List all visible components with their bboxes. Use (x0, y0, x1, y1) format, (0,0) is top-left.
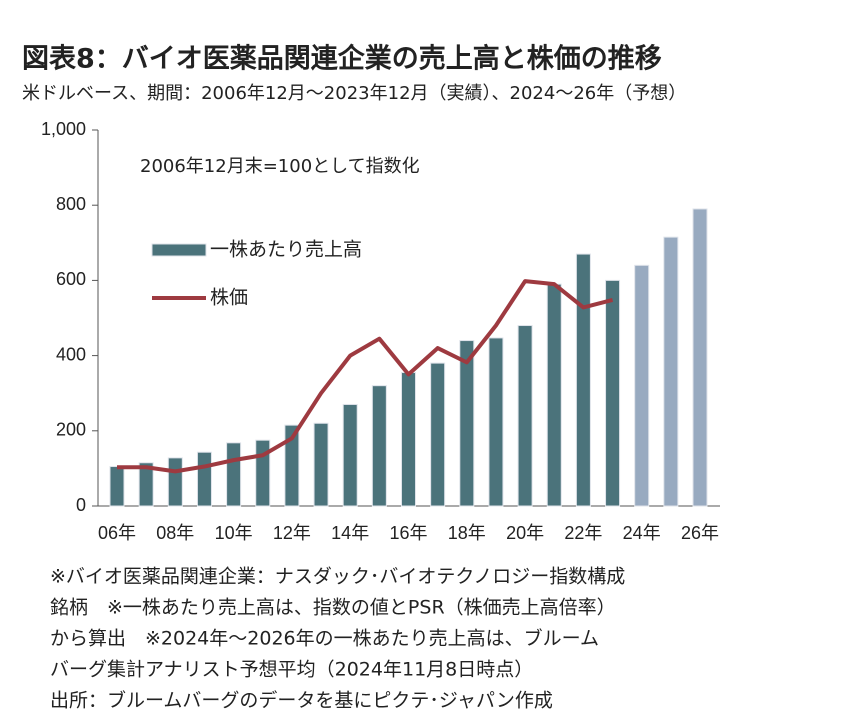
x-tick-label: 16年 (389, 523, 427, 543)
bar (255, 439, 271, 507)
x-tick-label: 06年 (98, 523, 136, 543)
bar (401, 372, 416, 507)
bar (371, 385, 387, 507)
bar (488, 337, 504, 507)
x-tick-label: 22年 (564, 523, 602, 543)
x-tick-label: 08年 (156, 523, 194, 543)
line (117, 279, 614, 474)
bar (313, 422, 329, 507)
annotation: 2006年12月末=100として指数化 (140, 156, 420, 177)
x-tick-label: 20年 (506, 523, 544, 543)
chart-subtitle: 米ドルベース、期間：2006年12月～2023年12月（実績）、2024～26年… (22, 83, 686, 104)
y-tick-label: 800 (56, 194, 86, 214)
chart-title: 図表8：バイオ医薬品関連企業の売上高と株価の推移 (22, 43, 662, 75)
y-tick-label: 1,000 (41, 119, 86, 139)
bar (196, 451, 212, 507)
bar (226, 442, 242, 507)
x-tick-label: 24年 (623, 523, 661, 543)
bar (546, 283, 562, 507)
y-tick-label: 0 (76, 495, 86, 515)
bar (167, 457, 183, 507)
bar (138, 462, 154, 507)
bar (342, 403, 358, 507)
footnote: バーグ集計アナリスト予想平均（2024年11月8日時点） (50, 659, 533, 681)
bar (459, 340, 475, 507)
bar (430, 362, 446, 507)
x-tick-label: 26年 (681, 523, 719, 543)
bar (605, 279, 621, 507)
bar (634, 264, 650, 507)
footnote: から算出 ※2024年～2026年の一株あたり売上高は、ブルーム (50, 627, 599, 650)
legend-swatch (151, 243, 207, 257)
bar (284, 424, 300, 507)
x-tick-label: 10年 (215, 523, 253, 543)
bar (575, 253, 591, 507)
legend-label: 株価 (210, 287, 248, 309)
bar (109, 466, 125, 507)
bar (517, 325, 533, 507)
x-tick-label: 14年 (331, 523, 369, 543)
footnote: 出所：ブルームバーグのデータを基にピクテ･ジャパン作成 (50, 689, 553, 712)
x-tick-label: 12年 (273, 523, 311, 543)
y-tick-label: 400 (56, 344, 86, 364)
y-tick-label: 600 (56, 269, 86, 289)
footnote: 銘柄 ※一株あたり売上高は、指数の値とPSR（株価売上高倍率） (50, 597, 616, 619)
x-tick-label: 18年 (448, 523, 486, 543)
footnote: ※バイオ医薬品関連企業：ナスダック･バイオテクノロジー指数構成 (50, 566, 625, 588)
bar (663, 236, 679, 507)
legend-label: 一株あたり売上高 (210, 239, 362, 261)
y-tick-label: 200 (56, 420, 86, 440)
bar (692, 208, 708, 507)
